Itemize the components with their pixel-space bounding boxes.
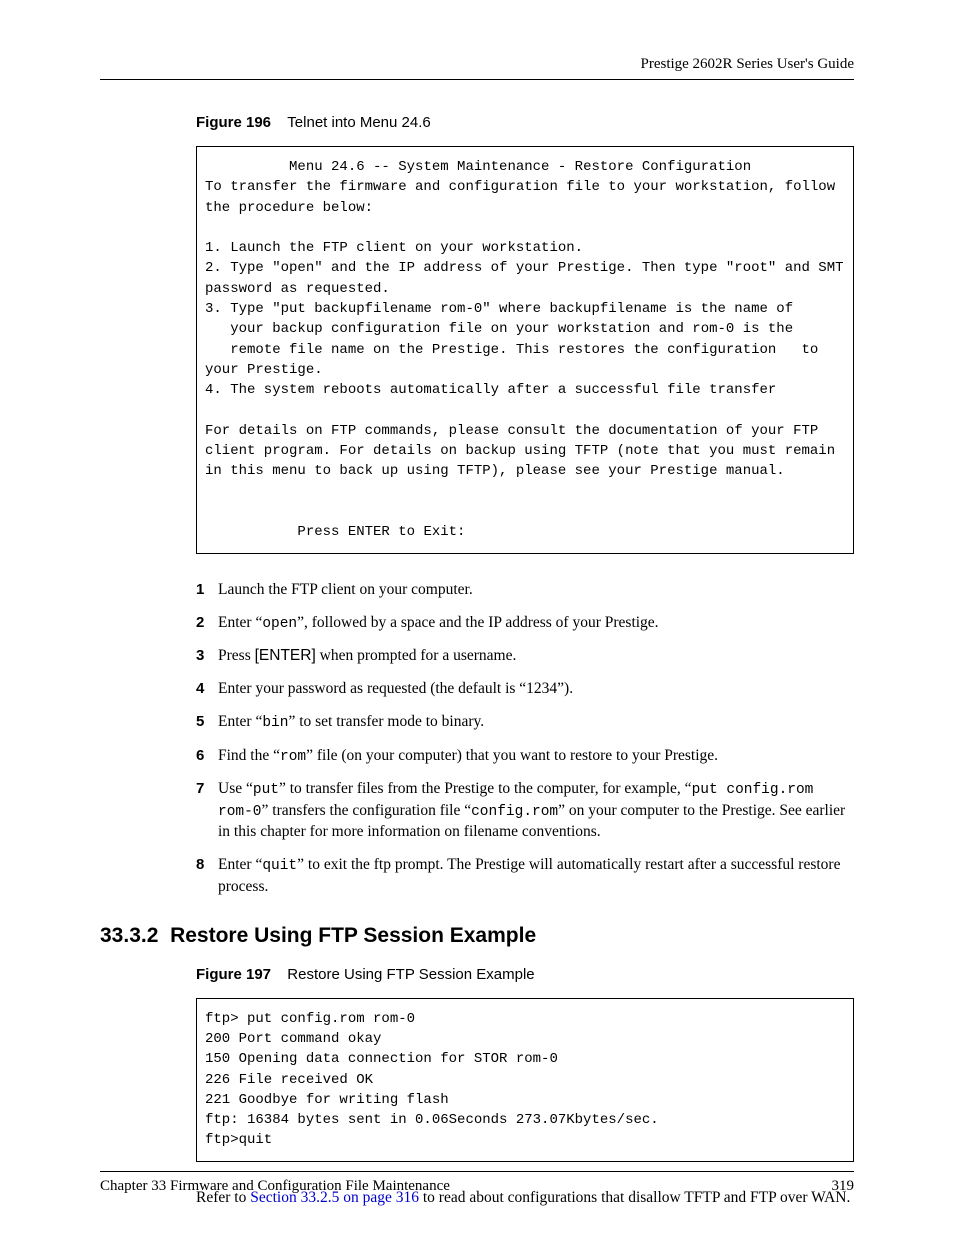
step-2: 2 Enter “open”, followed by a space and t… bbox=[196, 613, 854, 635]
step-text: Enter “quit” to exit the ftp prompt. The… bbox=[218, 856, 840, 895]
step-num: 2 bbox=[196, 613, 204, 633]
code-inline: open bbox=[262, 616, 297, 632]
step-num: 3 bbox=[196, 646, 204, 666]
code-inline: rom bbox=[280, 749, 306, 765]
step-4: 4 Enter your password as requested (the d… bbox=[196, 679, 854, 700]
key-label: [ENTER] bbox=[255, 647, 316, 664]
footer-chapter: Chapter 33 Firmware and Configuration Fi… bbox=[100, 1178, 450, 1195]
step-num: 6 bbox=[196, 746, 204, 766]
step-num: 5 bbox=[196, 712, 204, 732]
figure-title-text: Restore Using FTP Session Example bbox=[287, 966, 534, 983]
footer-page-number: 319 bbox=[832, 1178, 855, 1195]
step-text: Use “put” to transfer files from the Pre… bbox=[218, 780, 845, 840]
step-num: 7 bbox=[196, 779, 204, 799]
step-text: Enter “open”, followed by a space and th… bbox=[218, 614, 659, 631]
ftp-session-code: ftp> put config.rom rom-0 200 Port comma… bbox=[196, 998, 854, 1162]
step-7: 7 Use “put” to transfer files from the Pr… bbox=[196, 779, 854, 843]
t: Enter “ bbox=[218, 614, 262, 631]
footer-rule bbox=[100, 1171, 854, 1172]
document-page: Prestige 2602R Series User's Guide Figur… bbox=[0, 0, 954, 1235]
code-inline: bin bbox=[262, 715, 288, 731]
page-footer: Chapter 33 Firmware and Configuration Fi… bbox=[100, 1171, 854, 1195]
t: Enter “ bbox=[218, 856, 262, 873]
code-inline: put bbox=[253, 782, 279, 798]
figure-197-caption: Figure 197 Restore Using FTP Session Exa… bbox=[196, 966, 854, 984]
step-3: 3 Press [ENTER] when prompted for a usern… bbox=[196, 646, 854, 667]
telnet-menu-code: Menu 24.6 -- System Maintenance - Restor… bbox=[196, 146, 854, 554]
running-header: Prestige 2602R Series User's Guide bbox=[100, 56, 854, 73]
step-5: 5 Enter “bin” to set transfer mode to bin… bbox=[196, 712, 854, 734]
t: Press bbox=[218, 647, 255, 664]
figure-label: Figure 197 bbox=[196, 966, 271, 983]
figure-197-box: ftp> put config.rom rom-0 200 Port comma… bbox=[196, 998, 854, 1162]
step-num: 4 bbox=[196, 679, 204, 699]
step-8: 8 Enter “quit” to exit the ftp prompt. Th… bbox=[196, 855, 854, 897]
t: ” file (on your computer) that you want … bbox=[306, 747, 718, 764]
t: ” to transfer files from the Prestige to… bbox=[279, 780, 692, 797]
t: ” to exit the ftp prompt. The Prestige w… bbox=[218, 856, 840, 895]
t: Find the “ bbox=[218, 747, 280, 764]
step-text: Enter your password as requested (the de… bbox=[218, 680, 573, 697]
code-inline: quit bbox=[262, 858, 297, 874]
step-text: Find the “rom” file (on your computer) t… bbox=[218, 747, 718, 764]
step-text: Press [ENTER] when prompted for a userna… bbox=[218, 647, 516, 664]
section-number: 33.3.2 bbox=[100, 924, 158, 947]
t: Use “ bbox=[218, 780, 253, 797]
t: when prompted for a username. bbox=[316, 647, 517, 664]
t: ”, followed by a space and the IP addres… bbox=[297, 614, 658, 631]
figure-title-text: Telnet into Menu 24.6 bbox=[287, 114, 430, 131]
figure-196-box: Menu 24.6 -- System Maintenance - Restor… bbox=[196, 146, 854, 554]
t: ” transfers the configuration file “ bbox=[262, 802, 472, 819]
figure-sep bbox=[275, 966, 288, 983]
step-text: Launch the FTP client on your computer. bbox=[218, 581, 473, 598]
step-text: Enter “bin” to set transfer mode to bina… bbox=[218, 713, 484, 730]
step-num: 8 bbox=[196, 855, 204, 875]
t: Enter “ bbox=[218, 713, 262, 730]
step-1: 1 Launch the FTP client on your computer. bbox=[196, 580, 854, 601]
figure-label: Figure 196 bbox=[196, 114, 271, 131]
section-title: Restore Using FTP Session Example bbox=[170, 924, 536, 947]
step-num: 1 bbox=[196, 580, 204, 600]
figure-title bbox=[275, 114, 288, 131]
t: ” to set transfer mode to binary. bbox=[288, 713, 484, 730]
steps-block: 1 Launch the FTP client on your computer.… bbox=[196, 580, 854, 898]
section-heading: 33.3.2 Restore Using FTP Session Example bbox=[100, 924, 854, 948]
step-6: 6 Find the “rom” file (on your computer) … bbox=[196, 746, 854, 768]
header-rule bbox=[100, 79, 854, 80]
figure-196-caption: Figure 196 Telnet into Menu 24.6 bbox=[196, 114, 854, 132]
code-inline: config.rom bbox=[471, 804, 558, 820]
